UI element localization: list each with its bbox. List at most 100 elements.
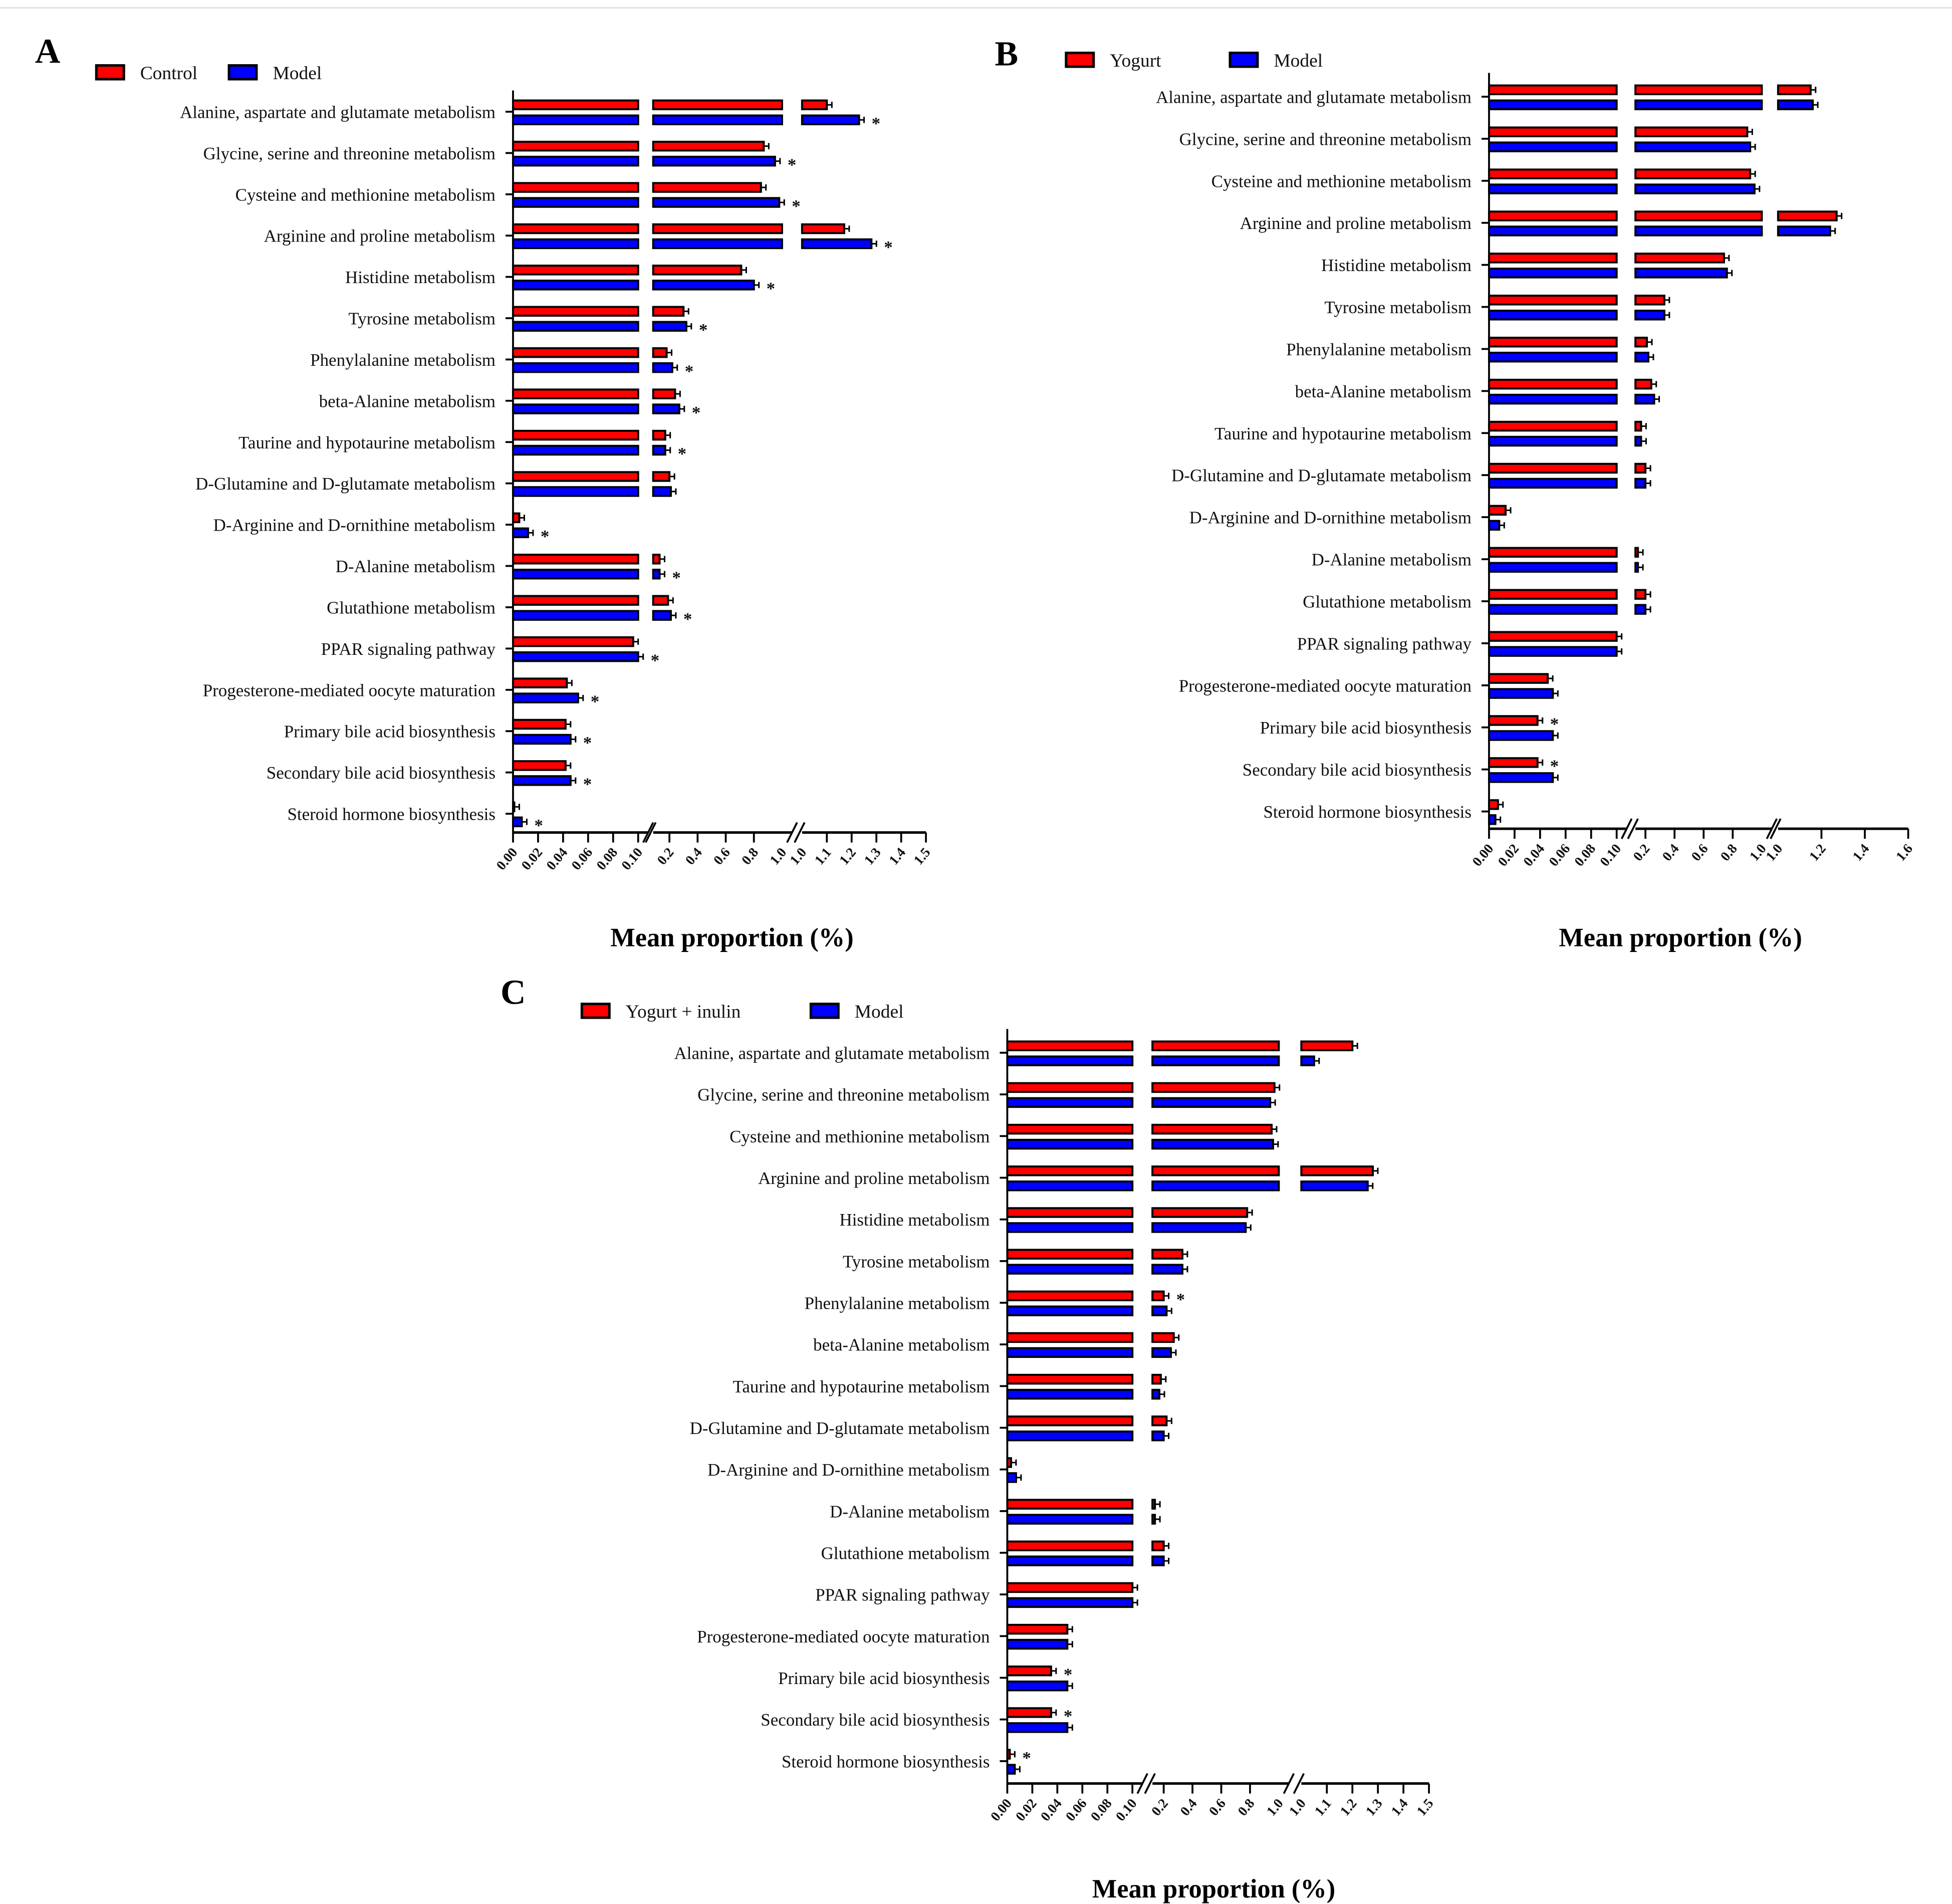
x-tick-label: 0.04: [1038, 1796, 1065, 1824]
bar-yogurt-inulin: [1151, 1207, 1249, 1218]
bar-model: [1006, 1222, 1134, 1233]
significance-asterisk: *: [884, 237, 892, 257]
significance-asterisk: *: [1550, 757, 1559, 776]
bar-yogurt-inulin: [1006, 1582, 1134, 1593]
bar-model: [652, 155, 776, 167]
bar-model: [512, 734, 572, 745]
category-label: Phenylalanine metabolism: [805, 1294, 990, 1313]
category-label: D-Glutamine and D-glutamate metabolism: [195, 474, 496, 494]
category-label: Tyrosine metabolism: [348, 309, 496, 329]
legend-swatch-2: [227, 64, 258, 81]
x-tick-label: 0.8: [739, 845, 761, 868]
x-tick-label: 0.4: [1659, 841, 1682, 864]
bar-model: [1634, 225, 1763, 236]
x-tick-label: 0.10: [1113, 1796, 1140, 1824]
bar-yogurt: [1634, 547, 1639, 558]
category-label: Primary bile acid biosynthesis: [284, 722, 496, 742]
bar-model: [1006, 1555, 1134, 1566]
category-label: beta-Alanine metabolism: [319, 391, 496, 411]
x-tick-label: 1.1: [812, 845, 834, 868]
bar-control: [512, 140, 639, 152]
x-tick-label: 0.00: [988, 1796, 1015, 1824]
category-label: Alanine, aspartate and glutamate metabol…: [180, 102, 496, 122]
bar-model: [1006, 1305, 1134, 1317]
bar-yogurt: [1488, 420, 1618, 432]
bar-model: [1634, 393, 1655, 405]
bar-yogurt-inulin: [1151, 1415, 1168, 1426]
bar-yogurt: [1488, 84, 1618, 96]
panel-letter: B: [995, 35, 1018, 74]
bar-yogurt: [1634, 253, 1725, 264]
bar-yogurt: [1488, 253, 1618, 264]
bar-yogurt: [1634, 126, 1749, 137]
category-label: Steroid hormone biosynthesis: [782, 1752, 990, 1771]
x-tick-label: 0.04: [544, 845, 571, 873]
bar-control: [512, 223, 639, 234]
significance-asterisk: *: [872, 114, 880, 133]
bar-control: [512, 99, 639, 110]
bar-model: [1634, 310, 1665, 321]
bar-yogurt: [1634, 168, 1752, 179]
bar-yogurt: [1488, 337, 1618, 348]
x-tick-label: 0.04: [1521, 841, 1548, 869]
bar-control: [652, 595, 669, 606]
bar-model: [1006, 1388, 1134, 1400]
bar-control: [512, 182, 639, 193]
bar-yogurt: [1488, 505, 1507, 516]
x-tick-label: 1.3: [861, 845, 884, 868]
bar-yogurt-inulin: [1006, 1749, 1011, 1760]
bar-model: [512, 280, 639, 291]
bar-yogurt-inulin: [1300, 1165, 1374, 1176]
bar-yogurt: [1634, 84, 1763, 96]
bar-model: [1488, 562, 1618, 573]
x-tick-label: 1.0: [787, 845, 809, 868]
bar-yogurt-inulin: [1006, 1082, 1134, 1093]
axis-break-mark: [1766, 818, 1778, 839]
bar-control: [652, 265, 743, 276]
bar-control: [512, 595, 639, 606]
bar-yogurt-inulin: [1300, 1040, 1354, 1052]
significance-asterisk: *: [534, 816, 543, 835]
x-tick-label: 0.8: [1235, 1796, 1257, 1819]
bar-yogurt-inulin: [1151, 1540, 1165, 1552]
bar-model: [1151, 1055, 1280, 1067]
bar-control: [512, 429, 639, 441]
bar-model: [1006, 1264, 1134, 1275]
significance-asterisk: *: [792, 196, 800, 216]
bar-model: [1006, 1097, 1134, 1108]
bar-model: [1488, 99, 1618, 110]
x-tick-label: 0.4: [1177, 1796, 1200, 1819]
legend-swatch-2: [809, 1003, 840, 1019]
bar-model: [1488, 183, 1618, 194]
bar-model: [512, 321, 639, 332]
category-label: Glutathione metabolism: [327, 598, 496, 617]
bar-model: [1151, 1514, 1156, 1525]
category-label: D-Arginine and D-ornithine metabolism: [707, 1460, 990, 1480]
bar-control: [652, 388, 676, 399]
bar-model: [1151, 1222, 1247, 1233]
category-label: Arginine and proline metabolism: [758, 1168, 990, 1188]
bar-control: [512, 347, 639, 358]
bar-control: [652, 306, 685, 317]
category-label: D-Alanine metabolism: [830, 1502, 990, 1521]
bar-yogurt-inulin: [1006, 1249, 1134, 1260]
legend-swatch-1: [1065, 52, 1095, 68]
bar-yogurt: [1488, 757, 1539, 768]
bar-model: [1777, 99, 1814, 110]
bar-model: [512, 114, 639, 125]
axis-break-mark: [1293, 1773, 1305, 1794]
bar-model: [512, 238, 639, 250]
bar-yogurt-inulin: [1006, 1332, 1134, 1343]
bar-yogurt-inulin: [1151, 1332, 1175, 1343]
bar-yogurt: [1634, 337, 1648, 348]
bar-yogurt: [1777, 210, 1838, 221]
bar-yogurt-inulin: [1006, 1290, 1134, 1302]
category-label: Histidine metabolism: [839, 1210, 990, 1230]
bar-model: [512, 569, 639, 580]
x-tick-label: 0.2: [654, 845, 677, 868]
bar-yogurt: [1488, 210, 1618, 221]
bar-control: [512, 554, 639, 565]
bar-control: [512, 306, 639, 317]
bar-yogurt-inulin: [1151, 1373, 1162, 1385]
bar-model: [512, 362, 639, 373]
